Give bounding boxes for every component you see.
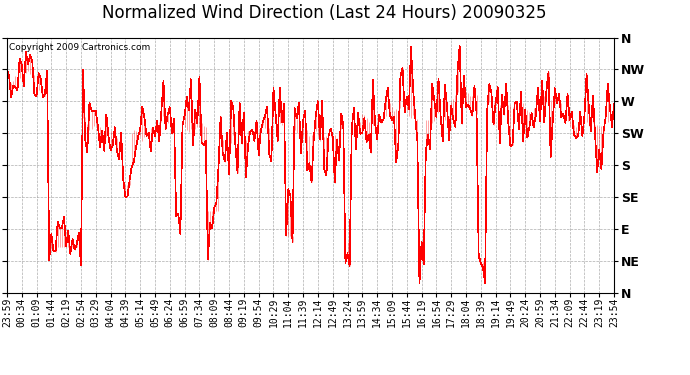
Text: Copyright 2009 Cartronics.com: Copyright 2009 Cartronics.com: [9, 43, 150, 52]
Text: Normalized Wind Direction (Last 24 Hours) 20090325: Normalized Wind Direction (Last 24 Hours…: [102, 4, 546, 22]
